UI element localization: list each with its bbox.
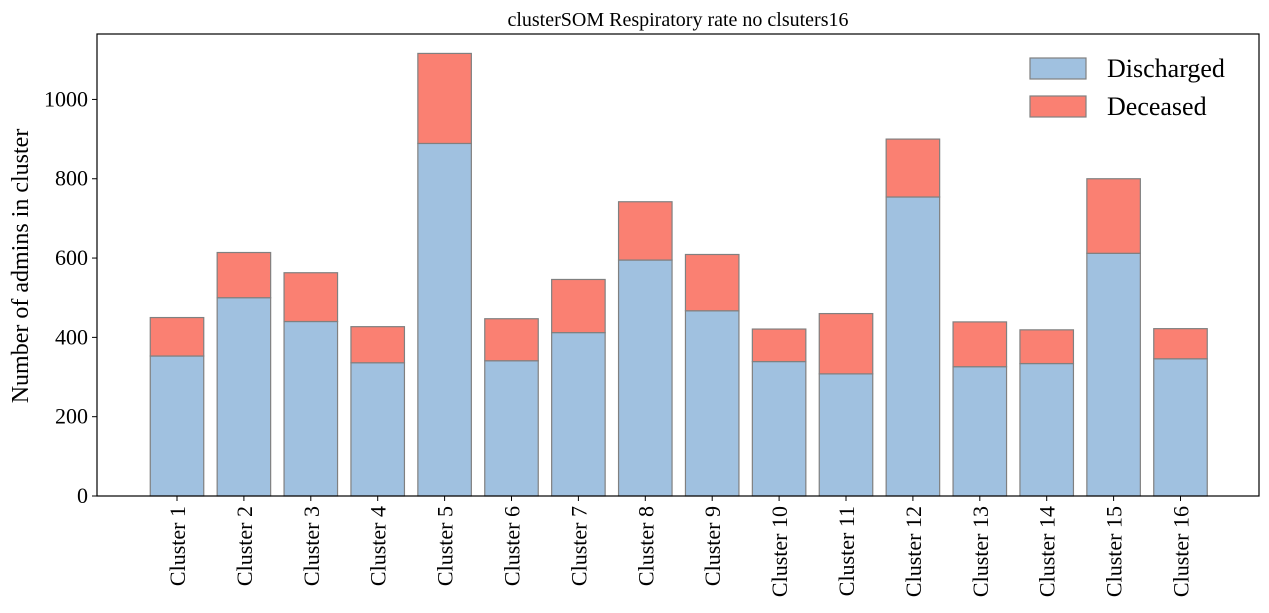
bar-deceased-9 [684,253,740,312]
legend-label-deceased: Deceased [1107,92,1207,121]
y-tick-label: 400 [55,324,88,349]
x-tick-label: Cluster 11 [834,506,859,596]
legend-swatch-discharged [1029,57,1087,80]
legend-swatch-deceased [1029,95,1087,118]
bar-deceased-3 [283,272,339,323]
bar-deceased-2 [216,251,272,299]
bar-discharged-2 [216,297,272,497]
bar-discharged-15 [1086,252,1141,497]
y-axis-ticks: 0 200 400 600 800 1000 [44,86,97,508]
bar-discharged-14 [1019,362,1075,497]
plot-area-frame [96,33,1260,497]
x-tick-label: Cluster 16 [1169,506,1194,597]
legend-label-discharged: Discharged [1107,54,1225,83]
bar-deceased-14 [1019,329,1075,365]
x-tick-label: Cluster 13 [968,506,993,597]
bars-group [149,52,1208,497]
x-axis-ticks: Cluster 1 Cluster 2 Cluster 3 Cluster 4 Clus… [165,496,1194,597]
bar-deceased-5 [417,52,472,145]
x-tick-label: Cluster 10 [767,506,792,597]
x-tick-label: Cluster 2 [232,506,257,586]
y-tick-label: 800 [55,166,88,191]
bar-discharged-8 [617,259,673,497]
bar-discharged-3 [283,320,339,497]
chart-title: clusterSOM Respiratory rate no clsuters1… [507,9,848,31]
y-tick-label: 1000 [44,86,88,111]
legend: Discharged Deceased [1029,54,1225,121]
bar-discharged-13 [952,366,1008,497]
bar-deceased-7 [551,278,606,334]
bar-deceased-16 [1153,328,1208,360]
y-tick-label: 600 [55,245,88,270]
bar-discharged-16 [1153,358,1208,497]
bar-discharged-10 [751,360,807,497]
y-axis-label: Number of admins in cluster [8,129,34,404]
y-tick-label: 0 [77,483,88,508]
bar-deceased-6 [484,318,539,362]
bar-deceased-10 [751,328,807,363]
x-tick-label: Cluster 5 [433,506,458,586]
bar-deceased-13 [952,321,1008,368]
x-tick-label: Cluster 12 [901,506,926,597]
x-tick-label: Cluster 7 [566,506,591,586]
bar-discharged-7 [551,332,606,497]
bar-discharged-11 [818,373,874,497]
bar-deceased-1 [149,316,205,357]
x-tick-label: Cluster 14 [1035,506,1060,597]
x-tick-label: Cluster 8 [633,506,658,586]
bar-discharged-4 [350,362,406,497]
bar-deceased-12 [885,138,941,198]
x-tick-label: Cluster 1 [165,506,190,586]
bar-deceased-11 [818,312,874,375]
bar-discharged-6 [484,360,539,497]
bar-discharged-9 [684,310,740,497]
x-tick-label: Cluster 4 [366,506,391,586]
x-tick-label: Cluster 15 [1102,506,1127,597]
bar-deceased-15 [1086,178,1141,254]
bar-discharged-5 [417,142,472,497]
bar-deceased-4 [350,326,406,364]
x-tick-label: Cluster 6 [500,506,525,586]
bar-discharged-12 [885,196,941,497]
x-tick-label: Cluster 9 [700,506,725,586]
y-tick-label: 200 [55,404,88,429]
bar-deceased-8 [617,201,673,261]
x-tick-label: Cluster 3 [299,506,324,586]
bar-discharged-1 [149,355,205,497]
